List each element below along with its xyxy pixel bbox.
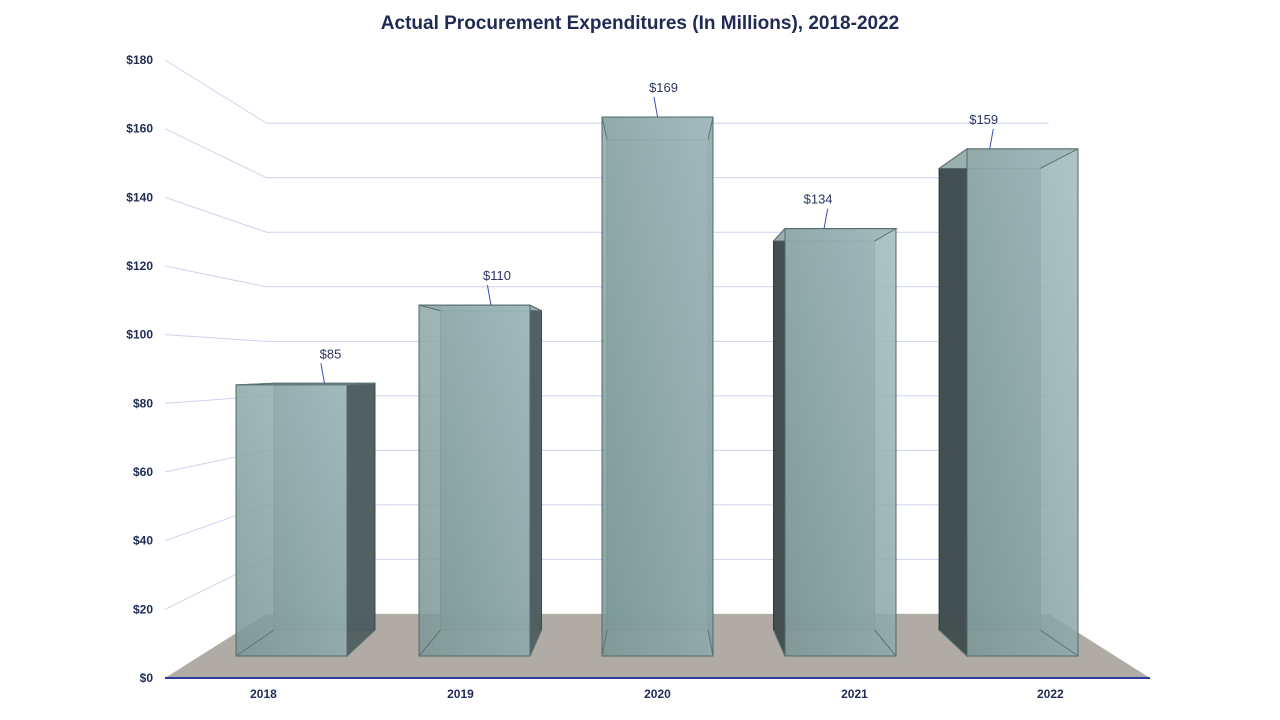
bar-edge xyxy=(418,304,441,312)
y-tick-label: $180 xyxy=(126,53,153,67)
bar-edge xyxy=(601,116,608,140)
bar-edge xyxy=(235,382,275,386)
bar-2022 xyxy=(937,147,1079,658)
bar-edge xyxy=(1039,629,1079,657)
bar-side-face xyxy=(938,147,968,658)
bar-front-face xyxy=(784,228,897,657)
labels: $0 $20 $40 $60 $80 $100 $120 $140 $160 $180 $85 201… xyxy=(126,53,1150,701)
y-tick-label: $120 xyxy=(126,259,153,273)
bar-edge xyxy=(773,629,786,657)
bar-edge xyxy=(1039,148,1079,169)
x-tick-label: 2019 xyxy=(447,687,474,701)
chart-title: Actual Procurement Expenditures (In Mill… xyxy=(381,13,899,34)
bar-2020 xyxy=(601,116,714,657)
bar-edge xyxy=(874,228,897,242)
bar-front-face xyxy=(966,148,1079,657)
y-tick-label: $40 xyxy=(133,534,153,548)
x-tick-label: 2022 xyxy=(1037,687,1064,701)
bar-edge xyxy=(529,629,542,657)
bars xyxy=(235,116,1079,658)
y-tick-label: $160 xyxy=(126,122,153,136)
bar-side-face xyxy=(773,227,786,657)
data-label-leader xyxy=(653,96,659,118)
y-tick-label: $80 xyxy=(133,396,153,410)
gridline xyxy=(164,128,1049,179)
data-label: $134 xyxy=(804,192,833,207)
y-tick-label: $140 xyxy=(126,190,153,204)
data-label-leader xyxy=(320,363,325,384)
y-tick-label: $0 xyxy=(140,671,154,685)
data-label: $110 xyxy=(483,268,511,283)
bar-edge xyxy=(874,629,897,657)
data-label-leader xyxy=(823,208,829,229)
bar-2021 xyxy=(772,227,898,657)
data-label: $169 xyxy=(649,80,678,95)
y-tick-label: $100 xyxy=(126,328,153,342)
bar-front-face xyxy=(235,384,348,657)
bar-2019 xyxy=(418,304,543,657)
data-label-leader xyxy=(989,128,994,149)
bar-edge xyxy=(938,629,968,657)
bar-edge xyxy=(529,304,542,312)
bar-edge xyxy=(346,382,376,386)
data-label: $159 xyxy=(969,112,998,127)
gridline xyxy=(164,59,1049,124)
y-tick-label: $20 xyxy=(133,602,153,616)
bar-edge xyxy=(346,629,376,657)
bar-edge xyxy=(601,629,608,657)
bar-front-face xyxy=(418,304,531,657)
bar-edge xyxy=(707,116,714,140)
bar-side-face xyxy=(529,304,543,657)
y-tick-label: $60 xyxy=(133,465,153,479)
data-label-leader xyxy=(486,285,492,306)
bar-front-face xyxy=(601,116,714,657)
bar-side-face xyxy=(346,382,376,658)
bar-2018 xyxy=(235,382,376,658)
x-tick-label: 2018 xyxy=(250,687,277,701)
gridlines xyxy=(164,59,1049,610)
bar-edge xyxy=(938,148,968,169)
x-tick-label: 2020 xyxy=(644,687,671,701)
bar-edge xyxy=(707,629,714,657)
bar-edge xyxy=(235,629,275,657)
bar-edge xyxy=(418,629,441,657)
bar-edge xyxy=(773,228,786,242)
x-tick-label: 2021 xyxy=(841,687,868,701)
data-label: $85 xyxy=(320,346,342,361)
